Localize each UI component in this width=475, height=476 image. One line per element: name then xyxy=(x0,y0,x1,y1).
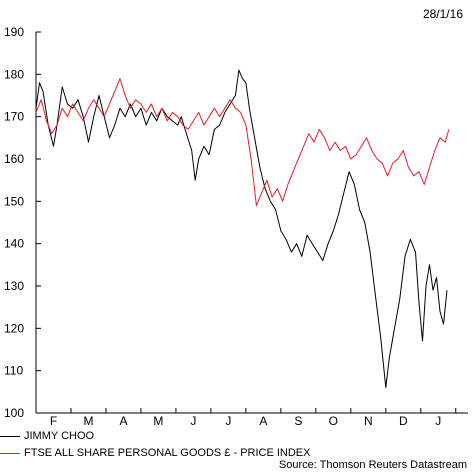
x-tick-label: M xyxy=(153,414,163,428)
legend-entry-ftse-personal-goods: FTSE ALL SHARE PERSONAL GOODS £ - PRICE … xyxy=(0,447,310,459)
x-tick-label: J xyxy=(225,414,231,428)
y-tick-label: 120 xyxy=(4,321,24,335)
x-tick-label: O xyxy=(329,414,338,428)
date-label: 28/1/16 xyxy=(422,7,463,21)
y-tick-label: 100 xyxy=(4,406,24,420)
legend-label: JIMMY CHOO xyxy=(24,430,95,442)
x-tick-label: F xyxy=(50,414,57,428)
plot-lines xyxy=(35,69,450,389)
x-tick-label: J xyxy=(435,414,441,428)
y-tick-label: 170 xyxy=(4,110,24,124)
y-axis: 100 110 120 130 140 150 160 170 180 190 xyxy=(4,25,41,420)
x-tick-label: A xyxy=(119,414,127,428)
legend-label: FTSE ALL SHARE PERSONAL GOODS £ - PRICE … xyxy=(24,447,311,459)
x-tick-label: N xyxy=(364,414,373,428)
y-tick-label: 180 xyxy=(4,67,24,81)
x-tick-label: S xyxy=(294,414,302,428)
x-tick-label: D xyxy=(399,414,408,428)
y-tick-label: 130 xyxy=(4,279,24,293)
y-tick-label: 190 xyxy=(4,25,24,39)
y-tick-label: 150 xyxy=(4,194,24,208)
x-tick-label: M xyxy=(83,414,93,428)
y-tick-label: 140 xyxy=(4,237,24,251)
source-note: Source: Thomson Reuters Datastream xyxy=(278,459,467,471)
legend-swatch-red xyxy=(0,452,20,454)
y-tick-label: 160 xyxy=(4,152,24,166)
legend-entry-jimmy-choo: JIMMY CHOO xyxy=(0,430,94,442)
x-tick-label: J xyxy=(190,414,196,428)
series-line-1 xyxy=(35,69,448,389)
legend-swatch-black xyxy=(0,435,20,437)
x-tick-label: A xyxy=(259,414,267,428)
y-tick-label: 110 xyxy=(4,364,23,378)
series-line-2 xyxy=(35,78,450,207)
